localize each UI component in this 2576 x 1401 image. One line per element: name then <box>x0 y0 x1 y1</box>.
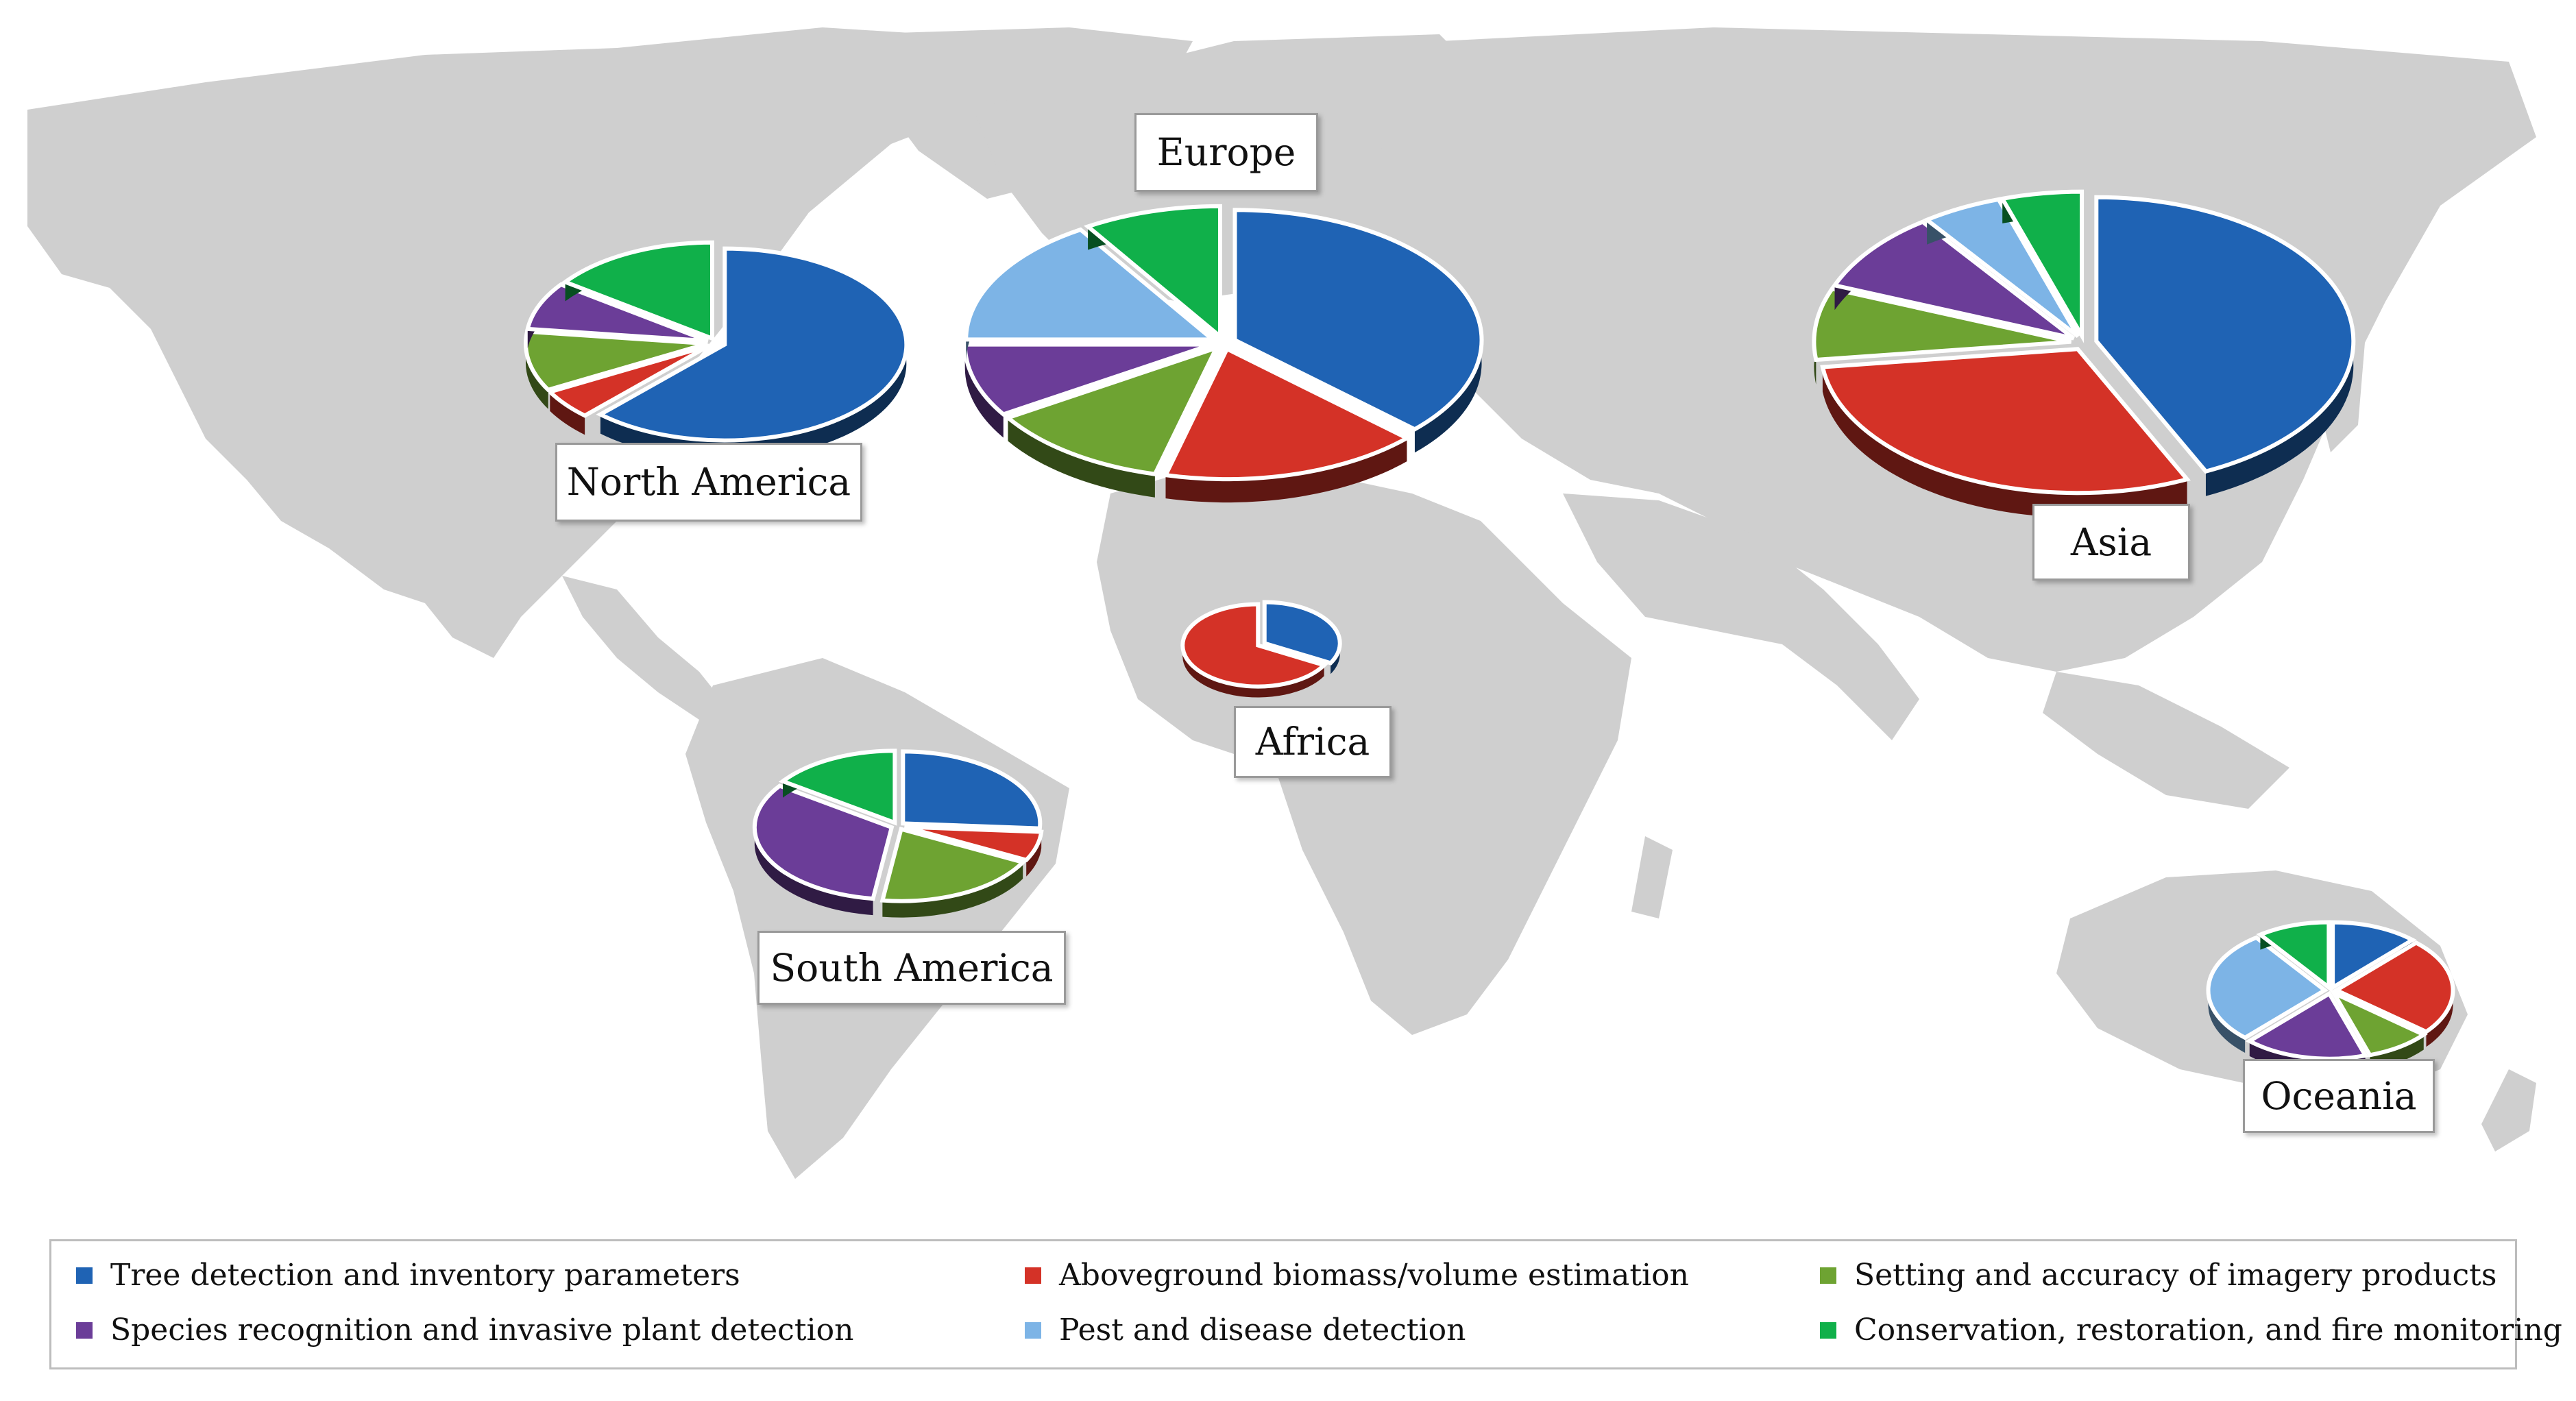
pie-slice <box>752 783 895 901</box>
pie-slice-side <box>600 248 907 460</box>
south-america-landmass <box>685 658 1069 1179</box>
pie-slice <box>964 227 1219 342</box>
pie-oceania <box>2206 920 2455 1074</box>
legend: Tree detection and inventory parameters … <box>49 1239 2562 1369</box>
pie-north-america <box>524 240 909 460</box>
pie-slice <box>2094 195 2356 474</box>
pie-slice <box>1004 344 1221 476</box>
pie-slice-side <box>754 785 873 916</box>
pie-asia <box>1812 189 2356 518</box>
south-asia-landmass <box>1563 494 1919 740</box>
central-america-landmass <box>562 576 727 720</box>
pie-slice <box>2329 988 2428 1058</box>
legend-swatch <box>76 1267 93 1284</box>
legend-swatch <box>76 1321 93 1339</box>
pie-slice <box>903 825 1044 863</box>
pie-slice <box>1232 208 1484 432</box>
legend-swatch <box>1820 1321 1836 1339</box>
region-label-africa: Africa <box>1234 706 1392 778</box>
legend-label: Tree detection and inventory parameters <box>110 1258 740 1293</box>
pie-slice <box>2332 940 2455 1034</box>
pie-slice-side <box>964 344 1004 438</box>
legend-item-species: Species recognition and invasive plant d… <box>76 1313 853 1348</box>
legend-label: Conservation, restoration, and fire moni… <box>1854 1313 2562 1348</box>
southeast-asia-landmass <box>2043 672 2289 809</box>
new-zealand-landmass <box>2481 1069 2536 1152</box>
pie-slice <box>2245 990 2369 1061</box>
legend-item-tree-detection: Tree detection and inventory parameters <box>76 1258 740 1293</box>
legend-swatch <box>1025 1321 1041 1339</box>
pie-slice <box>1923 197 2080 339</box>
pie-slice <box>1831 219 2076 341</box>
pie-slice-side <box>882 862 1023 918</box>
pie-slice <box>1162 346 1411 482</box>
legend-item-biomass: Aboveground biomass/volume estimation <box>1025 1258 1689 1293</box>
pie-africa <box>1180 600 1342 698</box>
pie-slice <box>1262 600 1342 666</box>
pie-slice <box>1820 347 2191 496</box>
pie-slice <box>778 748 897 826</box>
legend-item-imagery: Setting and accuracy of imagery products <box>1820 1258 2496 1293</box>
pie-slice <box>561 240 714 342</box>
legend-swatch <box>1025 1267 1041 1284</box>
pie-slice <box>2331 920 2417 991</box>
pie-slice-side <box>525 331 548 409</box>
pie-slice <box>879 826 1027 903</box>
legend-item-pest: Pest and disease detection <box>1025 1313 1466 1348</box>
region-label-oceania: Oceania <box>2243 1059 2435 1133</box>
pie-slice <box>1084 204 1222 341</box>
pie-slice <box>1812 287 2072 363</box>
pie-charts <box>524 189 2455 1074</box>
pie-slice-side <box>1822 367 2187 518</box>
legend-label: Species recognition and invasive plant d… <box>110 1313 854 1348</box>
pie-europe <box>962 204 1484 503</box>
region-label-north-america: North America <box>555 443 862 522</box>
pie-slice <box>546 343 711 418</box>
region-label-asia: Asia <box>2032 504 2190 581</box>
pie-slice <box>901 749 1043 831</box>
region-label-south-america: South America <box>757 931 1066 1005</box>
pie-slice <box>1180 602 1328 689</box>
region-label-europe: Europe <box>1134 113 1318 192</box>
pie-slice <box>524 329 708 393</box>
pie-slice <box>1999 189 2085 343</box>
pie-slice-side <box>1165 438 1407 503</box>
pie-slice <box>962 342 1213 417</box>
legend-item-conservation: Conservation, restoration, and fire moni… <box>1820 1313 2562 1348</box>
pie-slice-side <box>550 391 585 435</box>
legend-swatch <box>1820 1267 1836 1284</box>
madagascar-landmass <box>1631 836 1673 918</box>
legend-label: Aboveground biomass/volume estimation <box>1059 1258 1689 1293</box>
pie-slice <box>2206 935 2329 1040</box>
pie-slice <box>525 282 709 343</box>
pie-south-america <box>752 748 1044 918</box>
legend-label: Setting and accuracy of imagery products <box>1854 1258 2497 1293</box>
pie-slice <box>596 246 909 443</box>
legend-label: Pest and disease detection <box>1059 1313 1466 1348</box>
pie-slice <box>2256 920 2331 992</box>
